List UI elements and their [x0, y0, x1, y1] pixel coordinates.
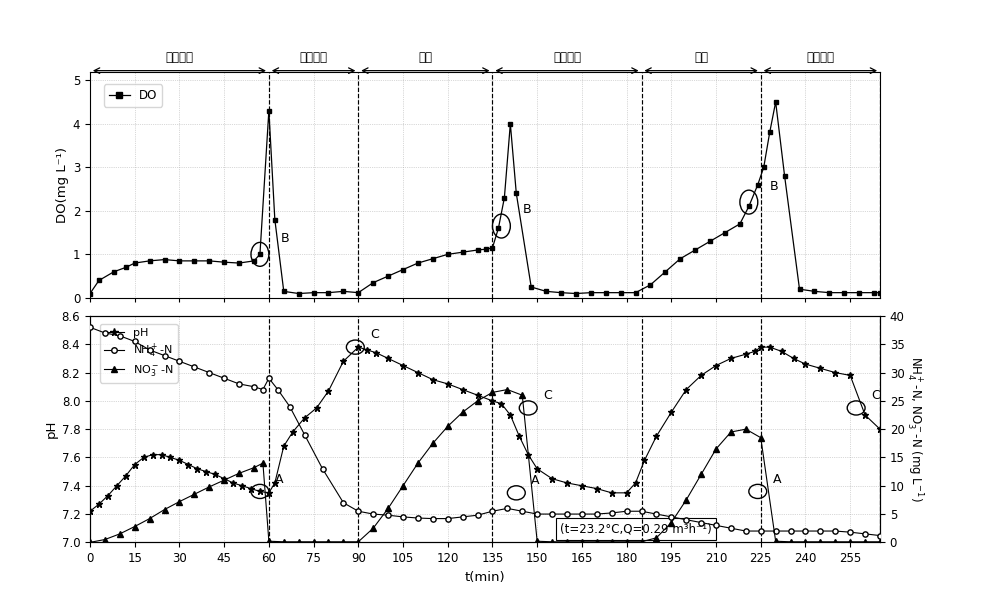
Text: C: C: [871, 389, 880, 402]
pH: [495, 400, 507, 407]
pH: [749, 348, 761, 355]
Text: C: C: [370, 328, 379, 342]
NH$_4^+$-N: [859, 530, 871, 538]
NH$_4^+$-N: [785, 527, 797, 535]
Text: A: A: [275, 473, 283, 486]
NO$_3^-$-N: [263, 538, 275, 545]
NO$_3^-$-N: [173, 498, 185, 505]
Text: 充水搅拌: 充水搅拌: [806, 51, 834, 64]
NH$_4^+$-N: [367, 511, 379, 518]
Text: C: C: [543, 389, 552, 402]
X-axis label: t(min): t(min): [465, 570, 505, 583]
Text: B: B: [522, 203, 531, 216]
Text: B: B: [770, 179, 778, 193]
Text: B: B: [281, 232, 289, 245]
Text: 充水曝气: 充水曝气: [165, 51, 193, 64]
NO$_3^-$-N: [501, 386, 513, 393]
Legend: pH, NH$_4^+$-N, NO$_3^-$-N: pH, NH$_4^+$-N, NO$_3^-$-N: [100, 324, 178, 383]
pH: [755, 343, 767, 350]
pH: [874, 426, 886, 433]
NH$_4^+$-N: [173, 358, 185, 365]
NH$_4^+$-N: [263, 375, 275, 382]
Text: (t=23.2°C,Q=0.29 m³h⁻¹): (t=23.2°C,Q=0.29 m³h⁻¹): [560, 523, 712, 536]
Y-axis label: DO(mg L⁻¹): DO(mg L⁻¹): [56, 147, 69, 223]
pH: [227, 479, 239, 486]
Text: A: A: [773, 473, 781, 486]
pH: [84, 508, 96, 515]
Y-axis label: pH: pH: [44, 420, 57, 439]
Text: 充水搅拌: 充水搅拌: [553, 51, 581, 64]
Line: pH: pH: [87, 344, 883, 514]
pH: [269, 479, 281, 486]
NH$_4^+$-N: [874, 532, 886, 539]
NO$_3^-$-N: [233, 470, 245, 477]
Text: A: A: [531, 474, 540, 487]
Line: NO$_3^-$-N: NO$_3^-$-N: [87, 387, 883, 545]
pH: [164, 454, 176, 461]
NH$_4^+$-N: [233, 380, 245, 387]
Text: 曝气: 曝气: [694, 51, 708, 64]
Text: 充水搅拌: 充水搅拌: [300, 51, 328, 64]
pH: [352, 343, 364, 350]
NO$_3^-$-N: [799, 538, 811, 545]
NH$_4^+$-N: [84, 324, 96, 331]
NO$_3^-$-N: [874, 538, 886, 545]
Text: 曝气: 曝气: [418, 51, 432, 64]
NO$_3^-$-N: [367, 524, 379, 532]
NO$_3^-$-N: [84, 539, 96, 546]
Y-axis label: NH$_4^+$-N, NO$_3^-$-N (mg L$^{-1}$): NH$_4^+$-N, NO$_3^-$-N (mg L$^{-1}$): [904, 356, 924, 502]
NO$_3^-$-N: [859, 538, 871, 545]
Line: NH$_4^+$-N: NH$_4^+$-N: [87, 325, 883, 538]
Legend: DO: DO: [104, 84, 162, 107]
